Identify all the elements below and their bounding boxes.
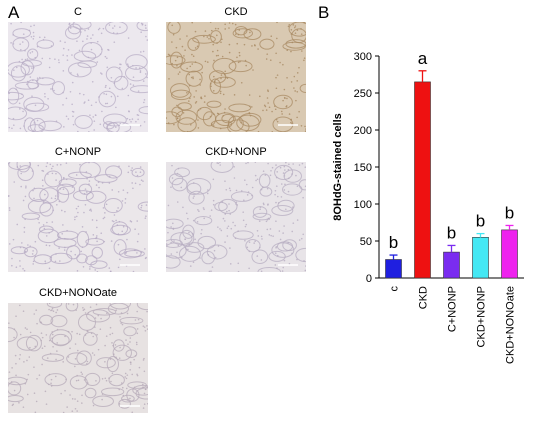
significance-letter: b <box>505 203 514 222</box>
y-tick-label: 0 <box>366 273 372 285</box>
y-tick-label: 200 <box>354 125 372 137</box>
micrograph-ckd <box>166 22 306 132</box>
bar <box>385 259 402 279</box>
bar <box>414 81 431 279</box>
significance-letter: b <box>389 233 398 252</box>
significance-letter: a <box>418 49 428 68</box>
y-tick-label: 250 <box>354 88 372 100</box>
bar <box>443 251 460 279</box>
x-tick-label: c <box>389 286 401 292</box>
bar <box>472 237 489 279</box>
micrograph-ckd-nonoate <box>8 303 148 413</box>
micrograph-c-nonp <box>8 162 148 272</box>
micro-label-c-nonp: C+NONP <box>54 146 102 158</box>
micro-label-ckd: CKD <box>224 6 248 18</box>
micro-label-ckd-nonoate: CKD+NONOate <box>39 287 117 299</box>
x-tick-label: CKD+NONOate <box>505 286 517 364</box>
micro-label-c: C <box>74 6 82 18</box>
significance-letter: b <box>476 212 485 231</box>
micro-label-ckd-nonp: CKD+NONP <box>205 146 267 158</box>
panel-b-letter: B <box>318 3 330 22</box>
x-tick-label: C+NONP <box>447 286 459 332</box>
y-tick-label: 300 <box>354 51 372 63</box>
bar-chart: 0 50 100 150 200 250 300 8OHdG-stained cells b c a… <box>332 49 524 364</box>
bar <box>501 229 518 279</box>
y-tick-label: 150 <box>354 162 372 174</box>
y-axis-label: 8OHdG-stained cells <box>332 113 344 221</box>
y-tick-label: 50 <box>360 236 372 248</box>
micrograph-c <box>8 22 148 132</box>
micrograph-ckd-nonp <box>166 162 306 272</box>
significance-letter: b <box>447 223 456 242</box>
x-tick-label: CKD <box>418 286 430 309</box>
panel-a-letter: A <box>8 3 20 22</box>
y-tick-label: 100 <box>354 199 372 211</box>
x-tick-label: CKD+NONP <box>476 286 488 347</box>
